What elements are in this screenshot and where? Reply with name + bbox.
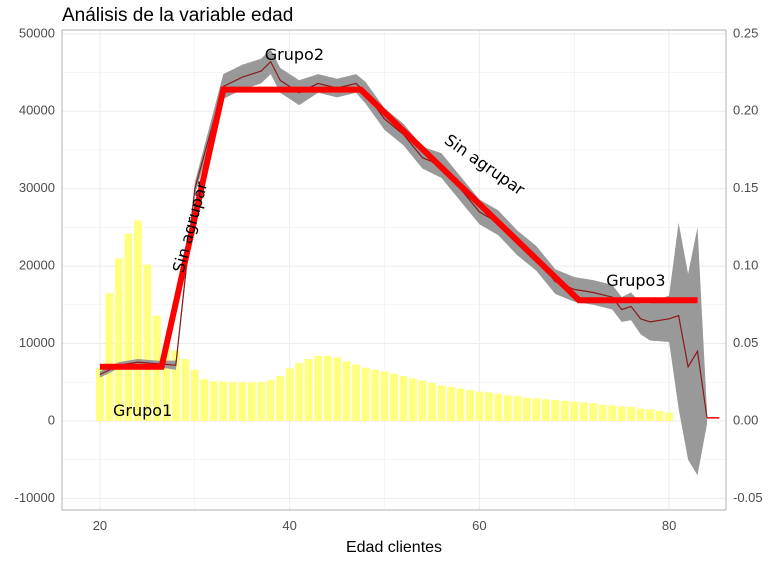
bar xyxy=(181,359,190,421)
y-tick-label: 20000 xyxy=(19,258,55,273)
bar xyxy=(276,376,285,421)
bar xyxy=(646,409,655,421)
x-tick-label: 60 xyxy=(472,518,486,533)
bar xyxy=(190,369,199,421)
bar xyxy=(361,367,370,421)
y2-tick-label: -0.05 xyxy=(733,490,763,505)
y-tick-label: 40000 xyxy=(19,103,55,118)
bar xyxy=(456,388,465,421)
panel-border xyxy=(61,29,727,511)
bar xyxy=(390,373,398,421)
bar xyxy=(589,403,598,421)
bar xyxy=(247,382,256,421)
bar xyxy=(124,233,133,421)
bar xyxy=(304,359,313,421)
y-tick-label: 0 xyxy=(48,412,55,427)
bar xyxy=(238,382,247,421)
x-tick-label: 20 xyxy=(93,518,107,533)
y-axis-left: -10000 0 10000 20000 30000 40000 50000 xyxy=(15,25,55,505)
bar xyxy=(665,412,673,421)
bar xyxy=(579,402,588,421)
annotation-label: Grupo2 xyxy=(265,45,324,64)
y2-tick-label: 0.05 xyxy=(733,335,758,350)
bar xyxy=(447,386,455,421)
bar xyxy=(285,368,294,421)
y-axis-right: -0.05 0.00 0.05 0.10 0.15 0.20 0.25 xyxy=(733,25,763,505)
bar xyxy=(418,380,427,421)
bar xyxy=(409,378,417,421)
chart-title: Análisis de la variable edad xyxy=(62,5,293,26)
bar xyxy=(513,396,522,421)
bar xyxy=(171,350,180,421)
bar xyxy=(352,364,360,421)
bar xyxy=(465,390,474,421)
bar xyxy=(133,220,142,421)
bar xyxy=(541,399,550,421)
bar xyxy=(105,293,114,421)
y2-tick-label: 0.25 xyxy=(733,25,758,40)
bar xyxy=(636,408,645,421)
bar xyxy=(162,345,171,421)
bar xyxy=(494,393,503,421)
y2-tick-label: 0.20 xyxy=(733,103,758,118)
bar xyxy=(228,382,237,421)
bar xyxy=(428,383,436,421)
bar xyxy=(655,410,664,421)
bar xyxy=(342,361,351,421)
bar xyxy=(314,355,323,421)
x-tick-label: 40 xyxy=(282,518,296,533)
bar xyxy=(608,405,617,421)
bar xyxy=(399,376,408,421)
bar xyxy=(570,401,579,421)
y-tick-label: -10000 xyxy=(15,490,55,505)
group-line-layer xyxy=(99,86,698,370)
bar xyxy=(627,407,636,421)
bar xyxy=(475,391,484,421)
group-line xyxy=(99,86,698,370)
bar xyxy=(257,382,266,421)
bar xyxy=(371,369,379,421)
bar xyxy=(484,392,493,421)
bar xyxy=(333,357,341,421)
bar xyxy=(143,264,152,421)
bar xyxy=(598,404,607,421)
bar xyxy=(437,385,446,421)
bar xyxy=(266,379,275,421)
annotation-label: Grupo1 xyxy=(113,401,172,420)
bar xyxy=(551,400,560,421)
bar xyxy=(503,395,512,421)
bar xyxy=(617,406,626,421)
y-tick-label: 50000 xyxy=(19,25,55,40)
bar xyxy=(560,400,569,421)
bar xyxy=(96,368,104,421)
y-tick-label: 30000 xyxy=(19,180,55,195)
y2-tick-label: 0.00 xyxy=(733,412,758,427)
bar xyxy=(115,258,123,421)
bar xyxy=(209,381,218,421)
bar xyxy=(200,379,209,421)
bar xyxy=(295,362,304,421)
annotation-label: Grupo3 xyxy=(606,271,665,290)
y2-tick-label: 0.15 xyxy=(733,180,758,195)
x-axis-title: Edad clientes xyxy=(346,539,442,556)
bar xyxy=(532,398,541,421)
bar xyxy=(219,381,228,421)
bar xyxy=(380,371,389,421)
y2-tick-label: 0.10 xyxy=(733,258,758,273)
bars-layer xyxy=(96,220,673,421)
bar xyxy=(323,355,332,421)
bar xyxy=(522,397,531,421)
x-tick-label: 80 xyxy=(662,518,676,533)
y-tick-label: 10000 xyxy=(19,335,55,350)
x-axis: 20 40 60 80 xyxy=(93,518,677,533)
